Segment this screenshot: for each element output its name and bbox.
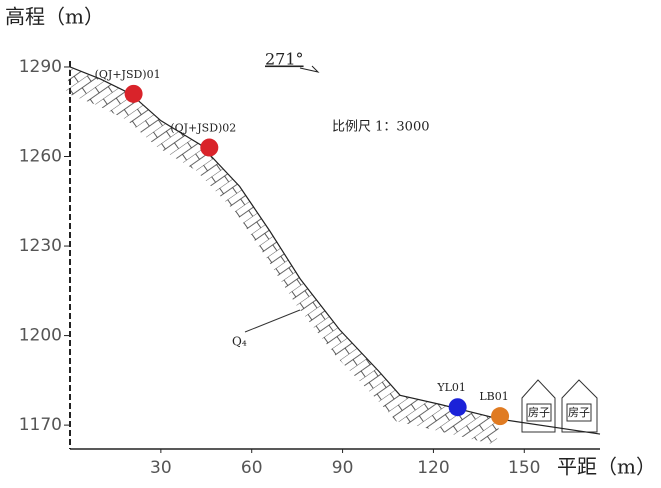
point-label: LB01 <box>479 390 508 403</box>
scale: 比例尺 1：3000 <box>332 120 430 135</box>
direction: 271° <box>265 50 304 69</box>
point-label: (QJ+JSD)01 <box>95 68 161 81</box>
x-axis-label: 平距（m） <box>557 455 656 479</box>
y-tick-label: 1230 <box>19 236 62 256</box>
y-tick-label: 1200 <box>19 326 62 346</box>
y-axis-label: 高程（m） <box>5 5 104 29</box>
sample-point <box>448 398 467 417</box>
sample-point <box>200 138 219 157</box>
house-label: 房子 <box>528 406 550 419</box>
sample-point <box>491 407 510 426</box>
y-tick-label: 1290 <box>19 57 62 77</box>
sample-point <box>124 84 143 103</box>
leader-line <box>244 309 301 333</box>
x-tick-label: 120 <box>417 458 449 478</box>
point-label: (QJ+JSD)02 <box>170 122 236 135</box>
x-tick-label: 150 <box>508 458 540 478</box>
x-tick-label: 60 <box>241 458 263 478</box>
y-tick-label: 1170 <box>19 415 62 435</box>
stratum-label: Q₄ <box>232 335 247 349</box>
house: 房子 <box>561 379 598 433</box>
direction-arrow <box>299 65 320 73</box>
house: 房子 <box>521 379 556 433</box>
house-label: 房子 <box>568 406 590 419</box>
y-tick-label: 1260 <box>19 147 62 167</box>
x-tick-label: 30 <box>150 458 172 478</box>
x-tick-label: 90 <box>332 458 354 478</box>
rock-hatch <box>66 66 501 446</box>
point-label: YL01 <box>436 381 466 394</box>
